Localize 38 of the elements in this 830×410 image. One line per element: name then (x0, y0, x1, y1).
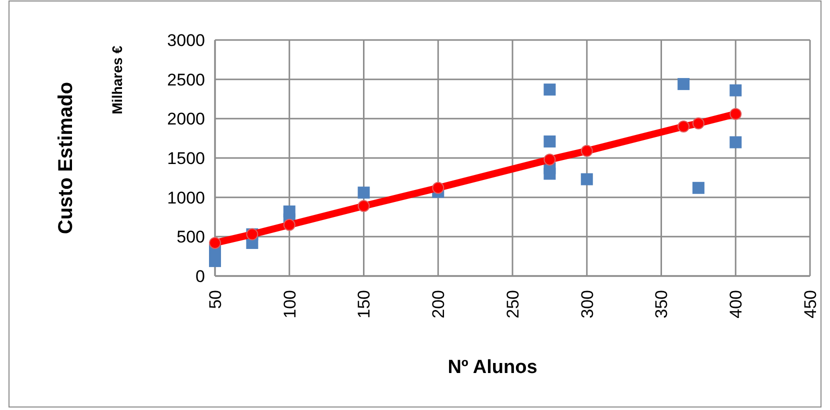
point (692, 182, 704, 194)
point (692, 117, 704, 130)
x-axis-title: Nº Alunos (448, 357, 538, 378)
y-tick-label: 3000 (167, 30, 205, 50)
point (730, 108, 742, 120)
x-tick-label: 450 (800, 290, 820, 318)
point (209, 236, 221, 249)
y-tick-label: 1500 (167, 148, 205, 168)
point (432, 182, 444, 194)
point (544, 154, 556, 166)
y-tick-label: 2000 (167, 110, 205, 129)
x-tick-label: 350 (652, 290, 672, 318)
point (730, 84, 742, 96)
x-tick-label: 200 (429, 290, 448, 318)
point (730, 136, 742, 148)
point (678, 120, 690, 133)
y-tick-label: 500 (176, 228, 205, 247)
x-tick-label: 400 (726, 290, 746, 318)
point (283, 218, 296, 231)
y-axis-title: Custo Estimado (55, 82, 77, 234)
point (580, 173, 593, 186)
y-tick-label: 2500 (167, 70, 205, 90)
point (209, 255, 221, 268)
text: Milhares € (109, 46, 125, 114)
point (678, 78, 690, 90)
y-tick-label: 0 (196, 266, 205, 286)
x-tick-label: 150 (354, 290, 374, 318)
x-tick-label: 250 (503, 290, 522, 318)
point (358, 200, 370, 212)
point (544, 84, 556, 96)
x-tick-label: 300 (578, 290, 597, 318)
x-tick-label: 50 (206, 290, 225, 309)
y-tick-label: 1000 (167, 188, 205, 208)
point (358, 186, 370, 199)
point (580, 144, 593, 157)
point (544, 168, 556, 180)
point (544, 135, 556, 148)
x-tick-label: 100 (280, 290, 300, 318)
